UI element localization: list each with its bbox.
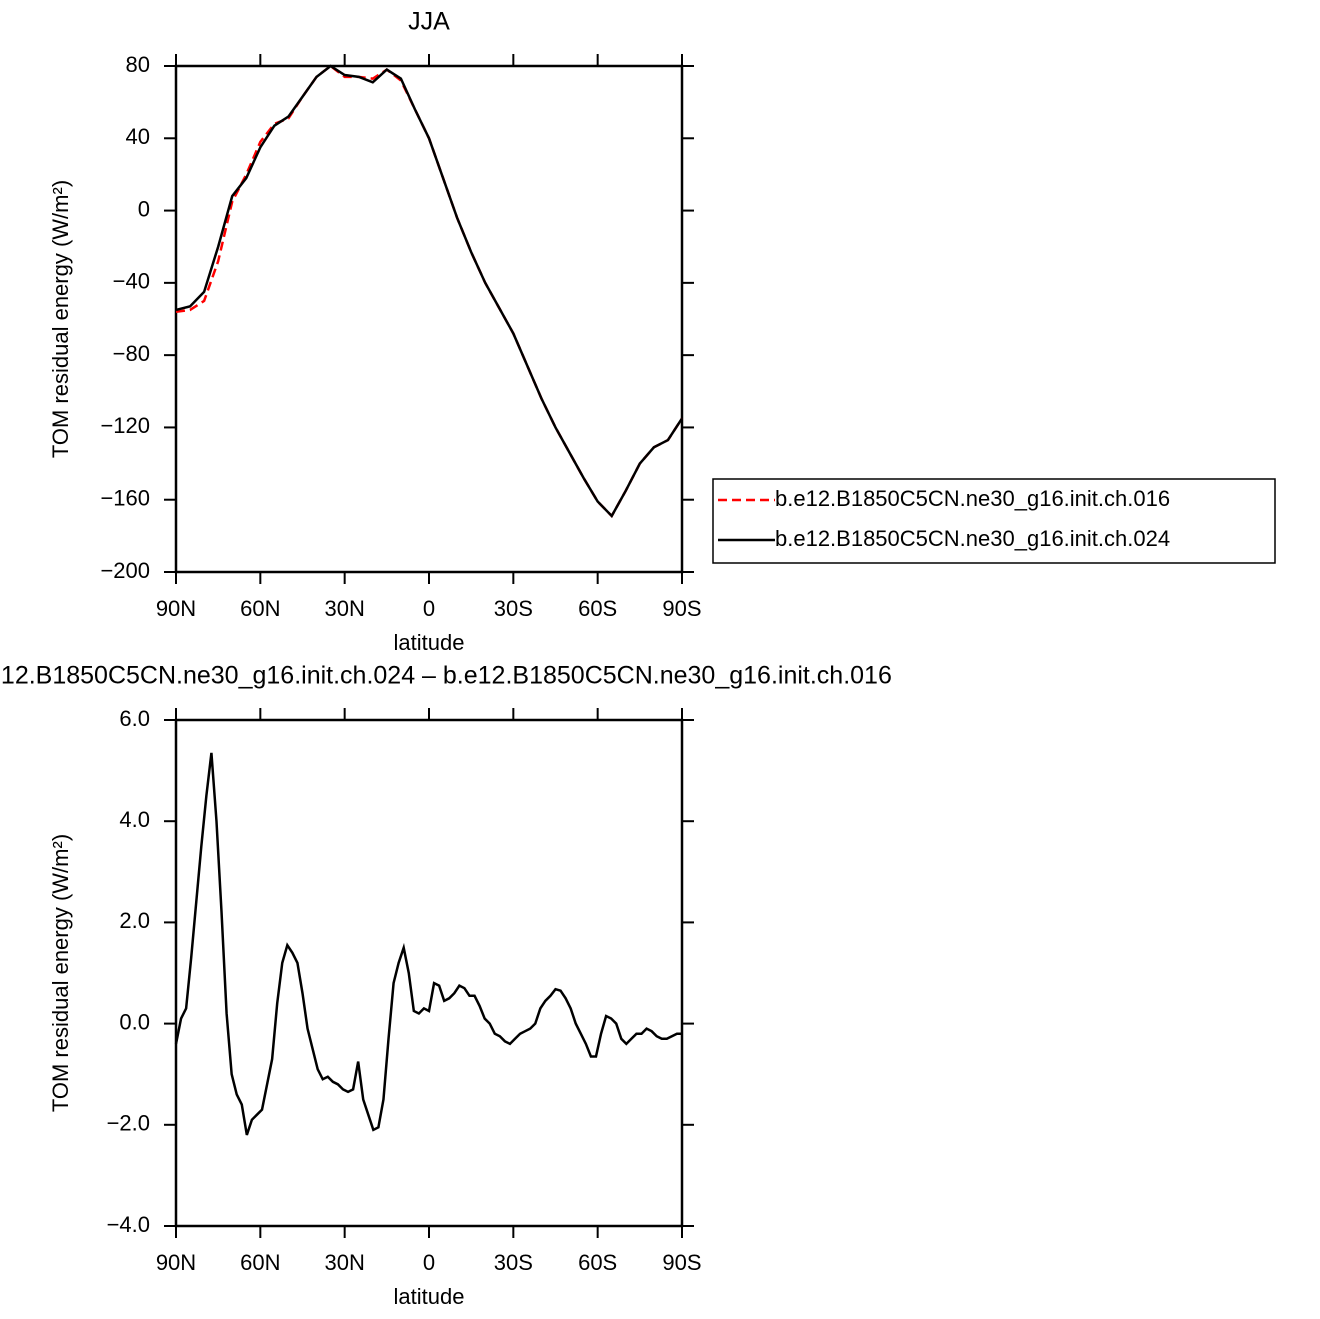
y-tick-label: 4.0 bbox=[119, 807, 150, 832]
y-tick-label: −2.0 bbox=[107, 1111, 150, 1136]
x-tick-label: 0 bbox=[423, 1250, 435, 1275]
chart-title: b.e12.B1850C5CN.ne30_g16.init.ch.024 – b… bbox=[0, 662, 892, 690]
y-tick-label: −4.0 bbox=[107, 1212, 150, 1237]
x-tick-label: 90S bbox=[662, 596, 701, 621]
y-tick-label: 0 bbox=[138, 196, 150, 221]
y-axis-label: TOM residual energy (W/m²) bbox=[48, 834, 73, 1112]
y-tick-label: 0.0 bbox=[119, 1009, 150, 1034]
x-axis-label: latitude bbox=[394, 630, 465, 655]
legend-label: b.e12.B1850C5CN.ne30_g16.init.ch.016 bbox=[775, 486, 1170, 511]
x-tick-label: 60N bbox=[240, 1250, 280, 1275]
legend-box bbox=[712, 478, 1276, 564]
x-tick-label: 30N bbox=[324, 1250, 364, 1275]
plot-frame bbox=[174, 64, 684, 574]
x-tick-label: 60N bbox=[240, 596, 280, 621]
y-tick-label: −40 bbox=[113, 269, 150, 294]
y-tick-label: 40 bbox=[126, 124, 150, 149]
y-tick-label: 6.0 bbox=[119, 706, 150, 731]
x-tick-label: 90S bbox=[662, 1250, 701, 1275]
x-tick-label: 30S bbox=[494, 1250, 533, 1275]
x-tick-label: 90N bbox=[156, 596, 196, 621]
y-tick-label: −160 bbox=[100, 486, 150, 511]
plot-frame bbox=[174, 718, 684, 1228]
data-line bbox=[175, 64, 684, 519]
chart-title: JJA bbox=[408, 8, 450, 36]
y-tick-label: 2.0 bbox=[119, 908, 150, 933]
data-line bbox=[174, 752, 682, 1136]
x-tick-label: 90N bbox=[156, 1250, 196, 1275]
y-tick-label: −120 bbox=[100, 413, 150, 438]
y-tick-label: 80 bbox=[126, 52, 150, 77]
x-axis-label: latitude bbox=[394, 1284, 465, 1309]
legend-label: b.e12.B1850C5CN.ne30_g16.init.ch.024 bbox=[775, 526, 1170, 551]
y-tick-label: −80 bbox=[113, 341, 150, 366]
y-tick-label: −200 bbox=[100, 558, 150, 583]
x-tick-label: 30S bbox=[494, 596, 533, 621]
x-tick-label: 60S bbox=[578, 596, 617, 621]
data-line bbox=[175, 64, 684, 519]
y-axis-label: TOM residual energy (W/m²) bbox=[48, 180, 73, 458]
x-tick-label: 60S bbox=[578, 1250, 617, 1275]
x-tick-label: 30N bbox=[324, 596, 364, 621]
x-tick-label: 0 bbox=[423, 596, 435, 621]
